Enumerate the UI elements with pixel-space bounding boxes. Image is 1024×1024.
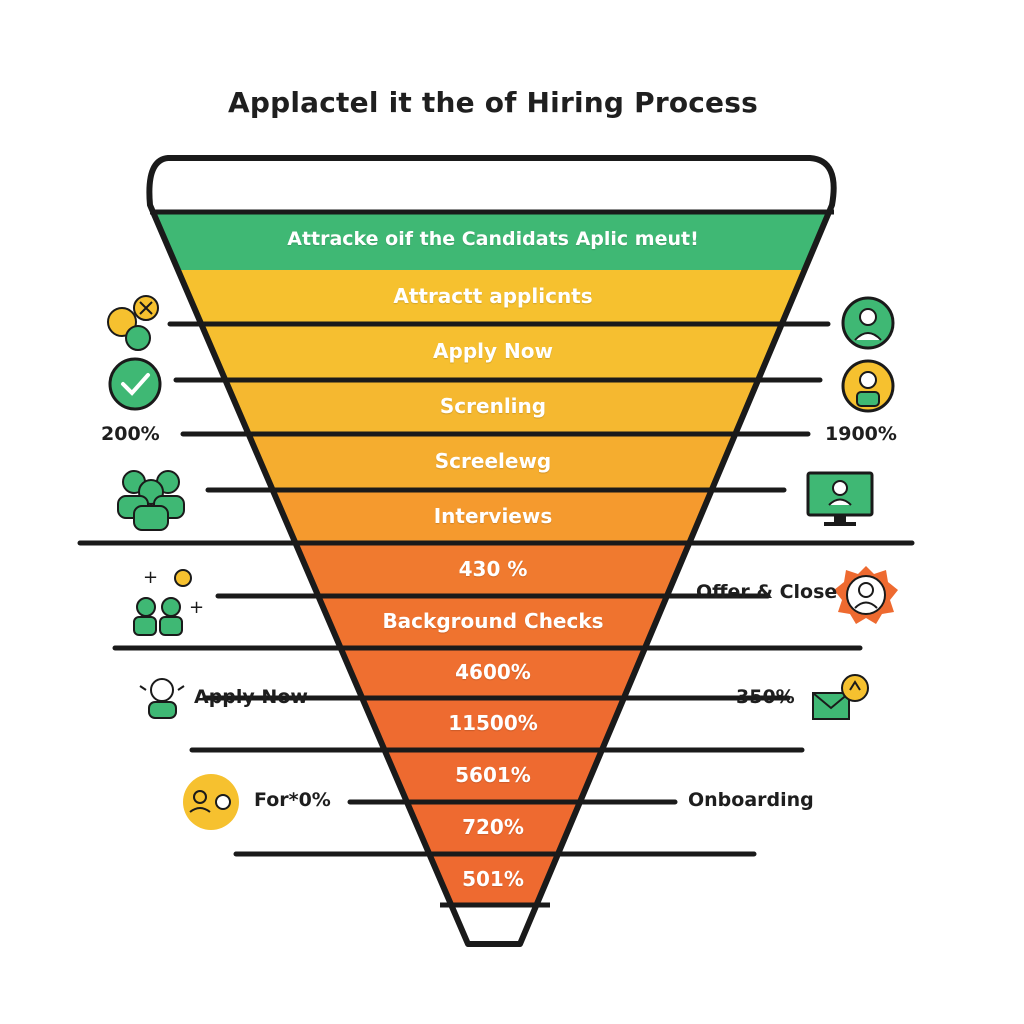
apply-now-side-label: Apply Now [194, 686, 308, 708]
tools-icon [107, 295, 159, 351]
right-percent-350: 350% [736, 686, 795, 708]
stage-label: Attractt applicnts [393, 284, 593, 308]
stage-label: Attracke oif the Candidats Aplic meut! [287, 228, 699, 250]
check-icon [108, 357, 162, 411]
monitor-user-icon [806, 471, 874, 526]
funnel-band [149, 212, 834, 270]
diagram-title: Applactel it the of Hiring Process [228, 86, 758, 119]
left-percent-200: 200% [101, 423, 160, 445]
stage-label: 501% [462, 866, 524, 891]
offer-close-label: Offer & Close [696, 581, 838, 603]
team-icon [117, 470, 185, 531]
add-people-icon: + + [133, 567, 204, 636]
stage-label: 720% [462, 815, 524, 839]
person-headset-icon [139, 678, 185, 719]
user-circle-yellow-icon [841, 359, 895, 413]
svg-text:+: + [189, 597, 204, 618]
user-circle-icon [841, 296, 895, 350]
mail-icon [812, 674, 869, 720]
stage-label: 430 % [458, 556, 528, 581]
stage-label: 11500% [448, 711, 538, 735]
stage-label: Apply Now [433, 339, 553, 363]
right-percent-1900: 1900% [825, 423, 897, 445]
funnel-band [149, 324, 834, 380]
funnel-band [149, 380, 834, 434]
funnel-dividers [77, 321, 915, 908]
stage-label: Screnling [439, 394, 547, 418]
stage-label: Interviews [433, 503, 553, 528]
badge-user-icon [834, 566, 898, 624]
stage-label: Screelewg [434, 449, 552, 473]
stage-label: Background Checks [382, 609, 604, 633]
funnel-band [149, 270, 834, 324]
stage-label: 5601% [455, 763, 531, 787]
funnel-outline [146, 155, 837, 947]
stage-label: 4600% [455, 660, 531, 684]
left-percent-label: For*0% [254, 789, 331, 811]
onboarding-label: Onboarding [688, 789, 814, 811]
svg-text:+: + [143, 567, 158, 588]
person-chat-icon [183, 774, 239, 830]
